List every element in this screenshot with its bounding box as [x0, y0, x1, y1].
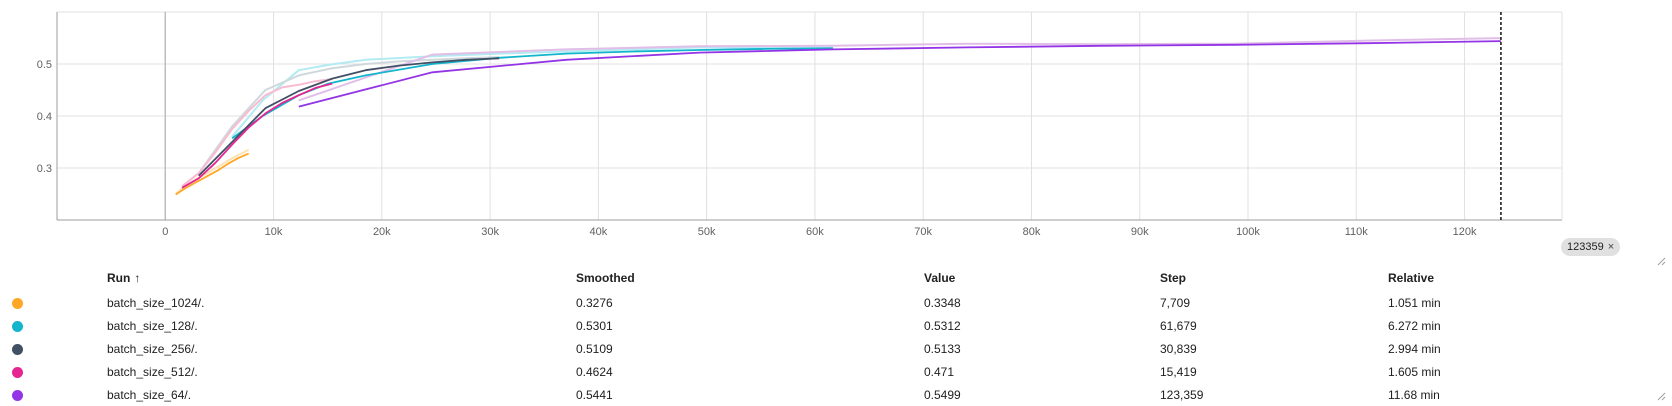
raw-value-cell: 0.5312 [924, 318, 961, 333]
legend-row[interactable]: batch_size_128/. 0.5301 0.5312 61,679 6.272 … [0, 314, 1668, 337]
x-tick-label: 110k [1345, 226, 1369, 238]
tick-labels: 0 10k 20k 30k 40k 50k 60k 70k 80k 90k 100k 110k 120k… [37, 59, 1477, 238]
legend-row[interactable]: batch_size_1024/. 0.3276 0.3348 7,709 1.051 … [0, 291, 1668, 314]
legend-color-header [0, 265, 107, 291]
relative-time-cell: 6.272 min [1388, 318, 1441, 333]
legend-color-cell [0, 337, 107, 360]
raw-value-cell: 0.5133 [924, 341, 961, 356]
smoothed-value-cell: 0.3276 [576, 295, 613, 310]
relative-time-cell: 1.051 min [1388, 295, 1441, 310]
line-chart[interactable]: 0 10k 20k 30k 40k 50k 60k 70k 80k 90k 100k 110k 120k… [0, 0, 1672, 262]
x-tick-label: 90k [1131, 226, 1149, 238]
step-cell: 123,359 [1160, 387, 1204, 402]
raw-value-cell: 0.5499 [924, 387, 961, 402]
run-header-label: Run [107, 271, 131, 285]
run-name-cell: batch_size_256/. [107, 341, 198, 356]
legend-header-row: Run ↑ Smoothed Value Step Relative [0, 265, 1668, 291]
run-name-cell: batch_size_64/. [107, 387, 192, 402]
legend-color-cell [0, 314, 107, 337]
chart-axes [56, 12, 1563, 221]
legend-row[interactable]: batch_size_64/. 0.5441 0.5499 123,359 11.68 … [0, 383, 1668, 406]
crosshair-step-value: 123359 [1567, 241, 1604, 253]
sort-ascending-icon: ↑ [134, 271, 141, 285]
x-tick-label: 120k [1453, 226, 1477, 238]
smoothed-series-lines [175, 40, 1501, 196]
series-color-dot [12, 297, 23, 309]
raw-series-line [181, 78, 333, 187]
smoothed-series-line[interactable] [175, 152, 250, 196]
raw-value-cell: 0.3348 [924, 295, 961, 310]
relative-time-cell: 11.68 min [1388, 387, 1440, 402]
x-tick-label: 50k [698, 226, 716, 238]
legend-color-cell [0, 383, 107, 406]
step-cell: 7,709 [1160, 295, 1191, 310]
run-name-cell: batch_size_128/. [107, 318, 198, 333]
close-icon[interactable]: × [1607, 241, 1615, 253]
x-tick-label: 0 [162, 226, 168, 238]
resize-corner-icon[interactable] [1656, 256, 1666, 266]
y-tick-label: 0.5 [37, 59, 52, 71]
relative-time-cell: 1.605 min [1388, 364, 1441, 379]
series-color-dot [12, 366, 23, 378]
series-color-dot [12, 320, 23, 332]
smoothed-value-cell: 0.5441 [576, 387, 613, 402]
smoothed-series-line[interactable] [181, 82, 333, 189]
x-tick-label: 80k [1023, 226, 1041, 238]
step-cell: 30,839 [1160, 341, 1197, 356]
legend-row[interactable]: batch_size_256/. 0.5109 0.5133 30,839 2.994 … [0, 337, 1668, 360]
smoothed-value-cell: 0.5301 [576, 318, 613, 333]
step-cell: 61,679 [1160, 318, 1197, 333]
run-column-header[interactable]: Run ↑ [107, 265, 576, 291]
value-column-header[interactable]: Value [924, 271, 956, 285]
legend-color-cell [0, 360, 107, 383]
legend-row[interactable]: batch_size_512/. 0.4624 0.471 15,419 1.605 m… [0, 360, 1668, 383]
smoothed-series-line[interactable] [198, 57, 500, 177]
series-color-dot [12, 389, 23, 401]
table-resize-corner-icon[interactable] [1656, 391, 1666, 401]
x-tick-label: 20k [373, 226, 391, 238]
x-tick-label: 60k [806, 226, 824, 238]
y-tick-label: 0.4 [37, 111, 52, 123]
run-name-cell: batch_size_1024/. [107, 295, 205, 310]
smoothed-series-line[interactable] [298, 40, 1501, 108]
raw-series-line [197, 56, 500, 174]
x-tick-label: 30k [481, 226, 499, 238]
raw-value-cell: 0.471 [924, 364, 955, 379]
x-tick-label: 10k [265, 226, 283, 238]
step-cell: 15,419 [1160, 364, 1197, 379]
crosshair-step-badge: 123359 × [1561, 238, 1621, 256]
run-legend-table: Run ↑ Smoothed Value Step Relative batch_… [0, 265, 1668, 406]
smoothed-value-cell: 0.5109 [576, 341, 613, 356]
y-tick-label: 0.3 [37, 163, 52, 175]
relative-time-cell: 2.994 min [1388, 341, 1441, 356]
x-tick-label: 100k [1236, 226, 1260, 238]
smoothed-value-cell: 0.4624 [576, 364, 613, 379]
run-name-cell: batch_size_512/. [107, 364, 198, 379]
series-color-dot [12, 343, 23, 355]
x-tick-label: 70k [914, 226, 932, 238]
raw-series-line [298, 37, 1501, 102]
raw-series-line [231, 46, 834, 138]
legend-color-cell [0, 291, 107, 314]
x-tick-label: 40k [589, 226, 607, 238]
relative-column-header[interactable]: Relative [1388, 271, 1435, 285]
step-column-header[interactable]: Step [1160, 271, 1187, 285]
smoothed-column-header[interactable]: Smoothed [576, 271, 635, 285]
